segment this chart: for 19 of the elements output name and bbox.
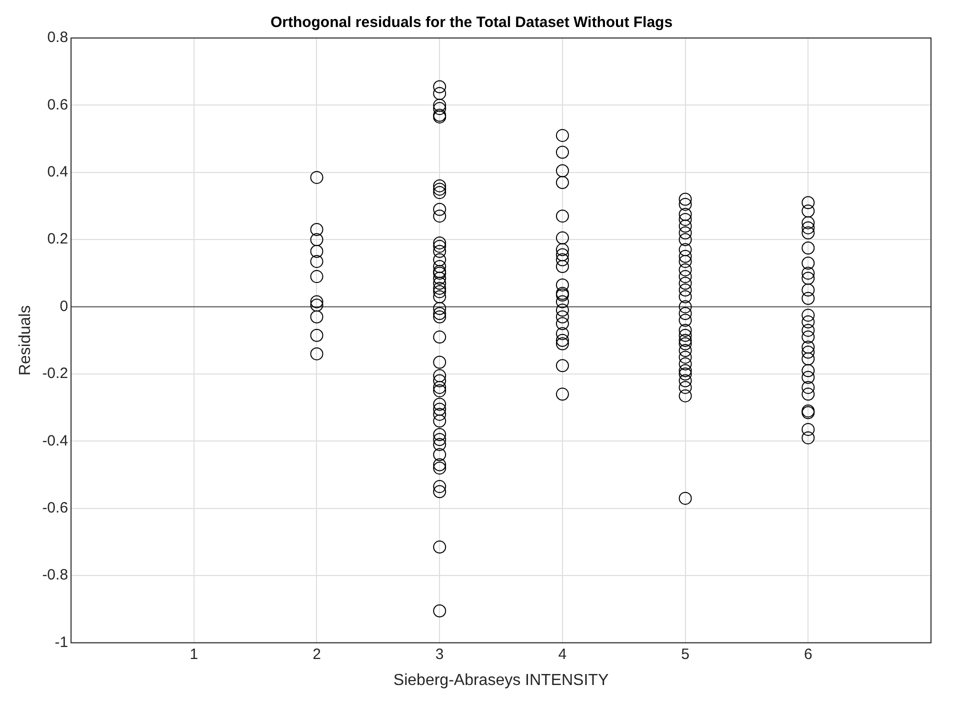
x-tick-label: 5 — [681, 646, 690, 663]
y-tick-label: 0.8 — [47, 29, 68, 46]
y-tick-label: -0.4 — [42, 432, 68, 450]
y-tick-label: 0.4 — [47, 164, 68, 181]
x-tick-label: 6 — [804, 646, 812, 663]
y-tick-label: -0.2 — [42, 365, 68, 382]
y-axis-title: Residuals — [17, 305, 34, 376]
x-tick-label: 2 — [312, 646, 321, 663]
x-tick-label: 4 — [558, 646, 567, 663]
y-tick-label: 0.6 — [47, 96, 68, 114]
chart-title: Orthogonal residuals for the Total Dataset Without Flags — [270, 14, 673, 32]
y-tick-label: -0.6 — [42, 500, 68, 517]
x-tick-label: 1 — [190, 646, 198, 663]
y-tick-label: 0 — [60, 298, 68, 315]
y-tick-label: 0.2 — [47, 230, 68, 248]
x-tick-label: 3 — [435, 646, 444, 663]
x-axis-title: Sieberg-Abraseys INTENSITY — [393, 672, 609, 689]
y-tick-label: -0.8 — [42, 566, 68, 584]
y-tick-label: -1 — [54, 634, 68, 651]
